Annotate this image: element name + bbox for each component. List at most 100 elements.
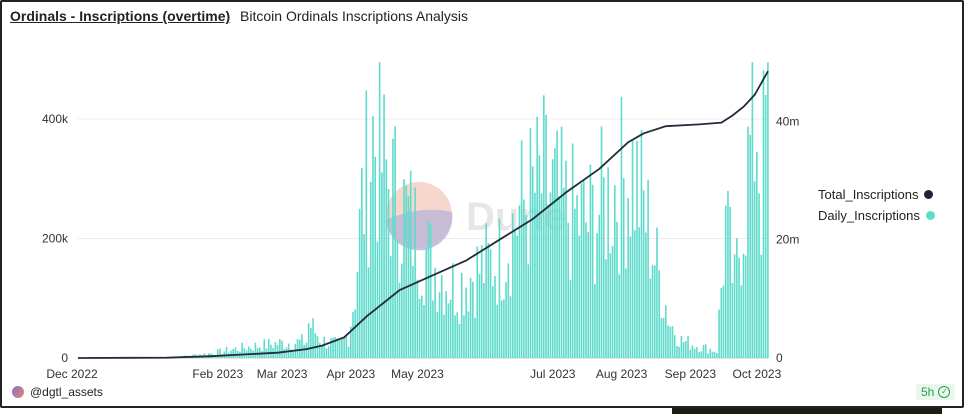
daily-bar	[636, 140, 638, 358]
daily-bar	[538, 155, 541, 358]
daily-bar	[341, 338, 343, 358]
daily-bar	[267, 338, 270, 358]
daily-bar	[760, 254, 763, 358]
x-tick-label: Apr 2023	[327, 367, 376, 381]
daily-bar	[625, 268, 627, 358]
daily-bar	[338, 340, 341, 358]
daily-bar	[505, 281, 507, 358]
x-tick-label: Sep 2023	[665, 367, 717, 381]
daily-bar	[247, 346, 250, 358]
legend-item-total[interactable]: Total_Inscriptions	[818, 187, 935, 202]
daily-bar	[651, 265, 654, 358]
daily-bar	[645, 232, 647, 358]
daily-bar	[627, 197, 629, 358]
daily-bar	[562, 187, 565, 358]
daily-bar	[733, 254, 736, 358]
daily-bar	[716, 353, 718, 358]
daily-bar	[285, 347, 288, 358]
daily-bar	[241, 342, 243, 358]
daily-bar	[631, 139, 634, 358]
daily-bar	[414, 187, 416, 358]
daily-bar	[454, 315, 456, 358]
daily-bar	[560, 126, 563, 358]
daily-bar	[642, 190, 645, 358]
daily-bar	[602, 177, 605, 358]
daily-bar	[290, 349, 292, 358]
avatar	[12, 386, 24, 398]
daily-bar	[518, 205, 521, 358]
daily-bar	[356, 272, 359, 358]
daily-bar	[762, 70, 765, 358]
y2-tick-label: 20m	[776, 233, 799, 247]
x-tick-label: Jul 2023	[530, 367, 576, 381]
daily-bar	[738, 257, 740, 358]
daily-bar	[307, 323, 310, 358]
daily-bar	[469, 277, 472, 358]
daily-bar	[456, 312, 459, 358]
daily-bar	[656, 227, 658, 358]
daily-bar	[281, 340, 283, 358]
daily-bar	[327, 346, 330, 358]
daily-bar	[764, 95, 767, 358]
daily-bar	[574, 208, 576, 358]
daily-bar	[234, 347, 237, 358]
daily-bar	[321, 345, 323, 358]
daily-bar	[585, 222, 587, 358]
daily-bar	[312, 318, 314, 358]
author[interactable]: @dgtl_assets	[12, 385, 103, 399]
age-badge: 5h ✓	[916, 384, 956, 400]
edge-strip	[672, 408, 942, 414]
daily-bar	[525, 215, 527, 358]
daily-bar	[531, 166, 534, 358]
daily-bar	[365, 90, 368, 358]
daily-bar	[622, 178, 625, 358]
daily-bar	[556, 130, 558, 358]
daily-bar	[485, 223, 487, 358]
daily-bar	[567, 222, 570, 358]
daily-bar	[420, 295, 423, 358]
x-tick-label: Mar 2023	[257, 367, 308, 381]
daily-bar	[729, 206, 731, 358]
daily-bar	[276, 344, 279, 358]
daily-bar	[747, 126, 749, 358]
x-tick-label: Aug 2023	[596, 367, 648, 381]
daily-bar	[387, 189, 390, 358]
daily-bar	[381, 172, 383, 358]
daily-bar	[605, 259, 607, 358]
watermark-text: Dune	[466, 195, 566, 239]
daily-bar	[540, 193, 543, 358]
daily-bar	[767, 62, 769, 358]
y-tick-label: 0	[61, 351, 68, 365]
daily-bar	[673, 335, 676, 358]
daily-bar	[596, 232, 598, 358]
daily-bar	[704, 344, 707, 358]
daily-bar	[724, 205, 727, 358]
daily-bar	[591, 184, 594, 358]
daily-bar	[607, 167, 609, 358]
daily-bar	[254, 342, 257, 358]
daily-bar	[727, 190, 729, 358]
daily-bar	[529, 128, 532, 358]
daily-bar	[474, 317, 476, 358]
daily-bar	[660, 318, 663, 358]
daily-bar	[369, 181, 372, 358]
age-text: 5h	[921, 385, 935, 399]
daily-bar	[358, 208, 361, 358]
daily-bar	[376, 241, 379, 358]
y2-tick-label: 40m	[776, 114, 799, 128]
daily-bar	[740, 285, 743, 358]
daily-bar	[571, 143, 574, 358]
daily-bar	[500, 300, 503, 358]
daily-bar	[582, 180, 585, 358]
daily-bar	[549, 192, 552, 358]
daily-bar	[629, 236, 632, 358]
daily-bar	[296, 339, 299, 358]
daily-bar	[332, 337, 334, 358]
daily-bar	[569, 280, 572, 358]
daily-bar	[343, 337, 345, 358]
daily-bar	[587, 232, 589, 358]
daily-bar	[305, 342, 308, 358]
legend-item-daily[interactable]: Daily_Inscriptions	[818, 208, 935, 223]
chart-title[interactable]: Ordinals - Inscriptions (overtime)	[10, 8, 231, 24]
daily-bar	[611, 245, 614, 358]
